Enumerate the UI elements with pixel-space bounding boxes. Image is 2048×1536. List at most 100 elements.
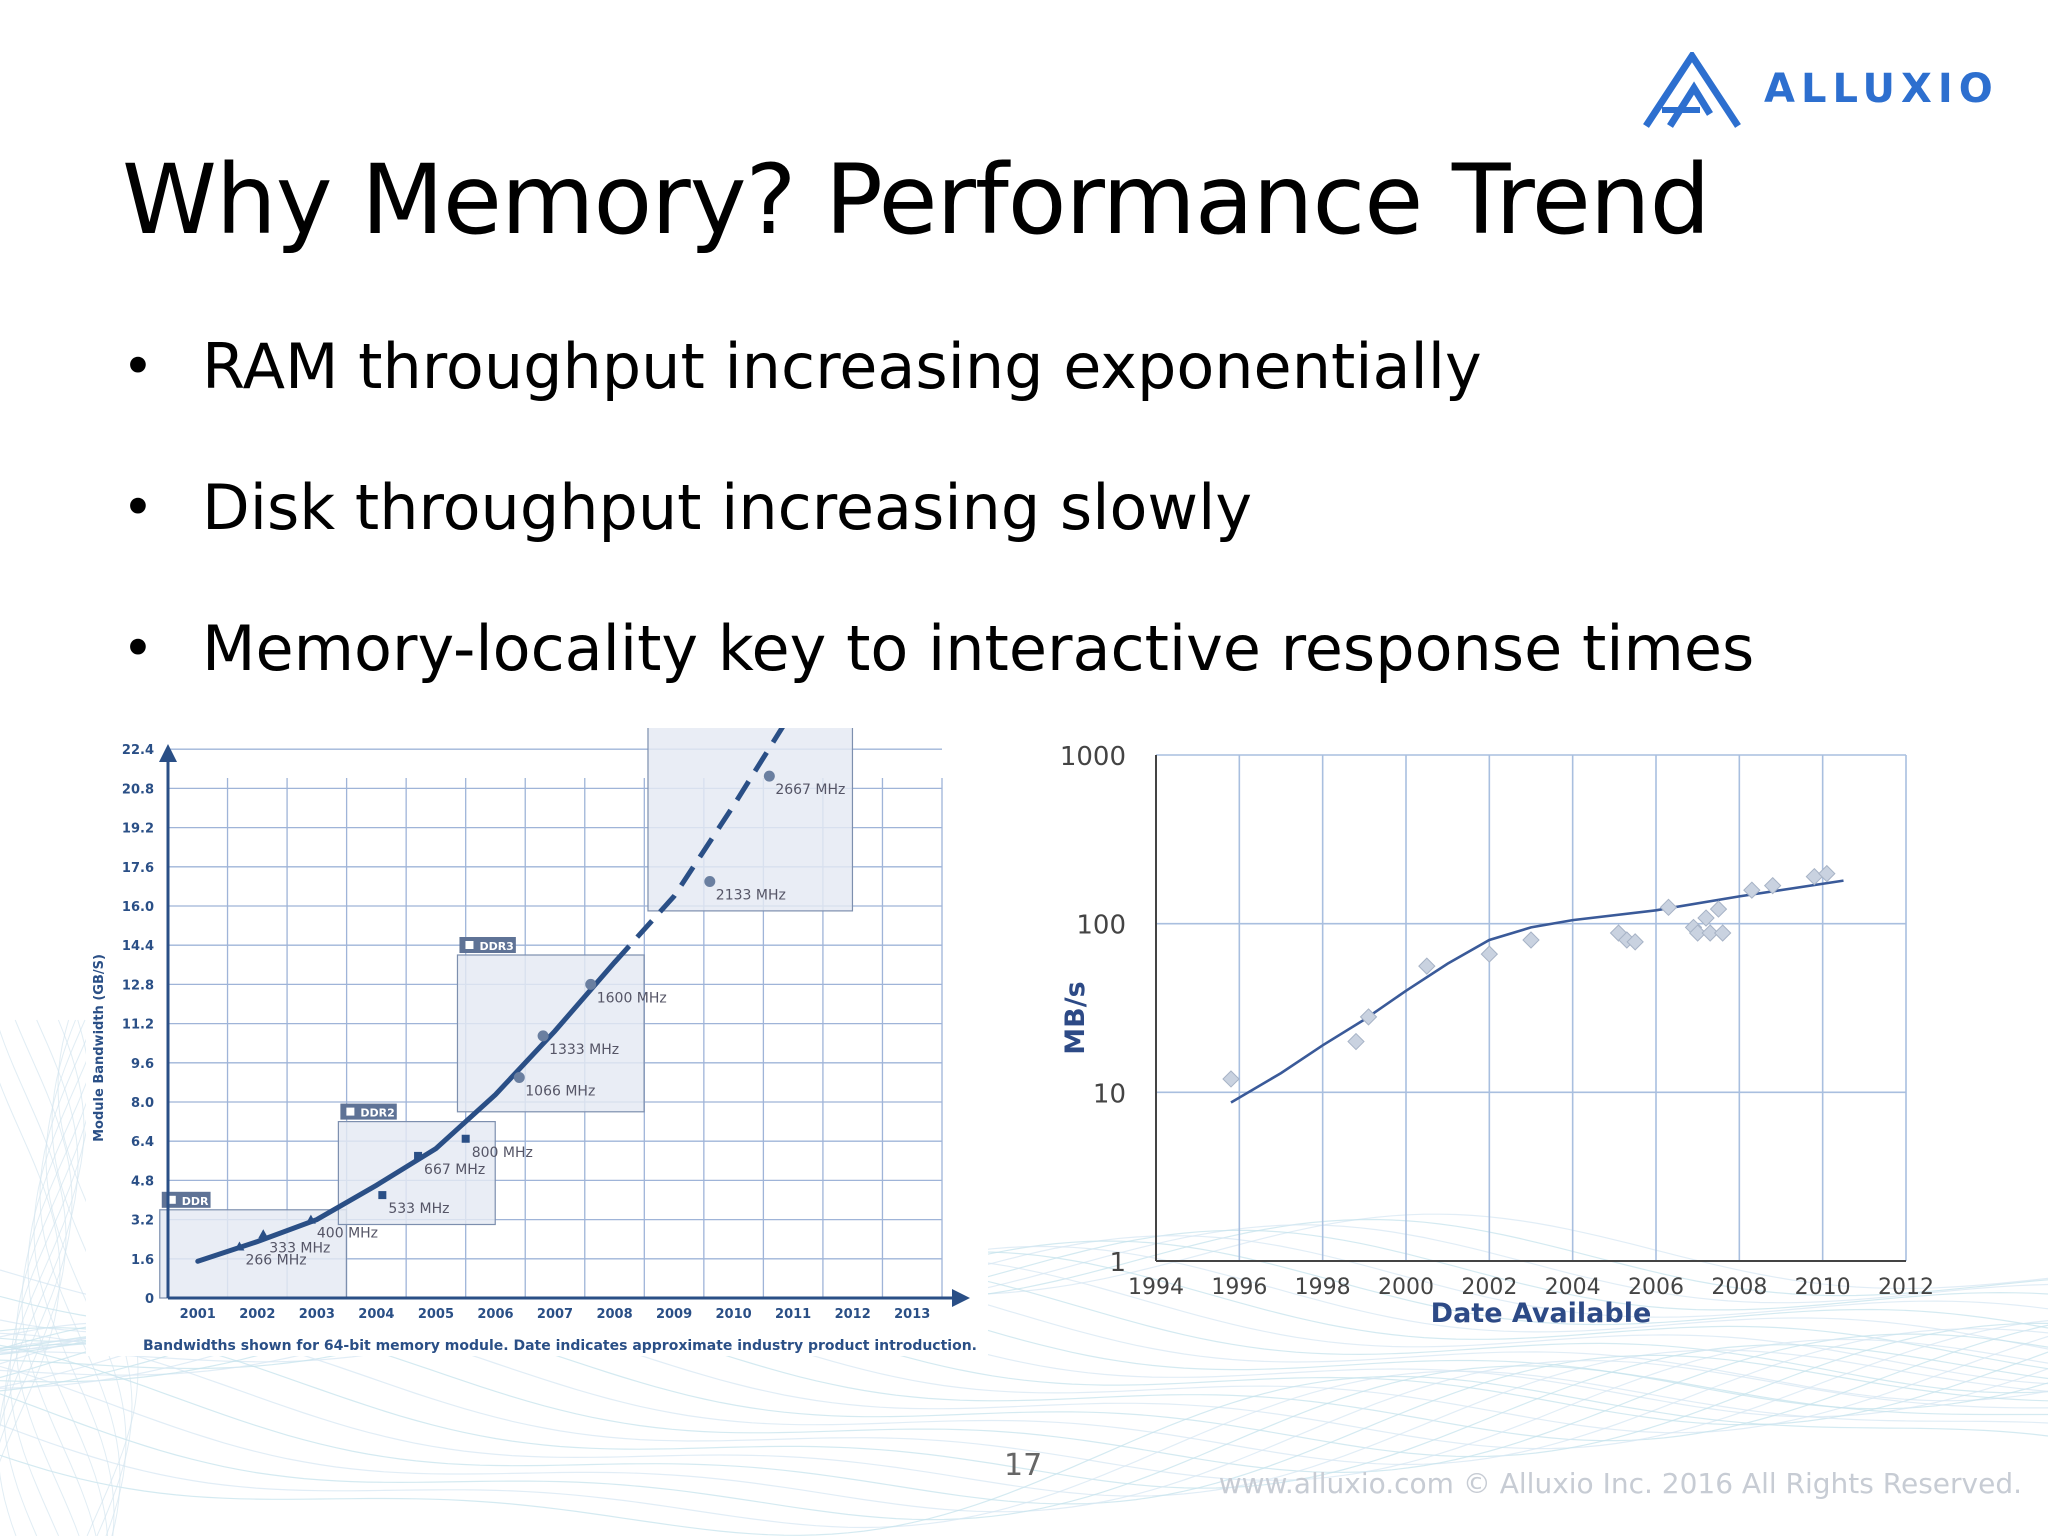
data-point xyxy=(513,1072,525,1083)
y-tick-label: 20.8 xyxy=(122,782,154,797)
y-tick-label: 1000 xyxy=(1060,742,1126,772)
x-tick-label: 2012 xyxy=(835,1307,871,1322)
data-point xyxy=(537,1030,549,1042)
x-tick-label: 2006 xyxy=(477,1307,513,1322)
x-tick-label: 2002 xyxy=(1461,1275,1517,1300)
x-tick-label: 2009 xyxy=(656,1307,692,1322)
y-tick-label: 19.2 xyxy=(122,822,154,837)
wave-line xyxy=(3,1019,85,1536)
x-tick-label: 2011 xyxy=(775,1307,811,1322)
data-point xyxy=(763,770,775,782)
generation-tag-icon xyxy=(465,941,474,949)
generation-label: DDR2 xyxy=(360,1107,394,1120)
x-axis-arrowhead xyxy=(952,1289,970,1307)
bullet-item: Disk throughput increasing slowly xyxy=(120,463,1754,604)
wave-line xyxy=(0,1370,2048,1529)
x-tick-label: 2006 xyxy=(1628,1275,1684,1300)
x-tick-label: 1996 xyxy=(1211,1275,1267,1300)
x-tick-label: 2012 xyxy=(1878,1275,1934,1300)
x-tick-label: 2002 xyxy=(239,1307,275,1322)
data-label: 266 MHz xyxy=(245,1253,306,1269)
y-tick-label: 16.0 xyxy=(122,900,154,915)
data-point xyxy=(1697,909,1715,927)
wave-line xyxy=(21,1019,103,1536)
y-axis-title: MB/s xyxy=(1060,981,1091,1054)
y-tick-label: 1 xyxy=(1109,1248,1126,1278)
y-tick-label: 12.8 xyxy=(122,978,154,993)
wave-line xyxy=(33,1019,115,1536)
generation-panel xyxy=(159,1209,347,1299)
y-axis-title: Module Bandwidth (GB/S) xyxy=(92,954,107,1142)
wave-line xyxy=(0,1029,67,1444)
y-tick-label: 14.4 xyxy=(122,939,154,954)
y-tick-label: 11.2 xyxy=(122,1018,154,1033)
data-point xyxy=(305,1214,316,1224)
data-point xyxy=(1688,924,1707,942)
data-point xyxy=(1818,864,1836,883)
data-point xyxy=(1418,957,1436,975)
wave-line xyxy=(0,1365,2048,1521)
y-tick-label: 3.2 xyxy=(131,1214,154,1229)
x-tick-label: 2001 xyxy=(180,1307,216,1322)
data-point xyxy=(461,1134,470,1143)
x-tick-label: 2008 xyxy=(1711,1275,1767,1300)
x-tick-label: 2007 xyxy=(537,1307,573,1322)
data-point xyxy=(1347,1032,1365,1051)
wave-line xyxy=(0,1344,2048,1505)
alluxio-logo-icon xyxy=(1643,49,1741,128)
data-label: 1333 MHz xyxy=(549,1042,619,1058)
x-tick-label: 2013 xyxy=(894,1307,930,1322)
data-point xyxy=(704,876,716,887)
y-tick-label: 1.6 xyxy=(131,1253,154,1268)
x-tick-label: 2010 xyxy=(1795,1275,1851,1300)
data-label: 1066 MHz xyxy=(525,1084,595,1100)
alluxio-logo: ALLUXIO xyxy=(1640,49,2010,132)
x-axis-title: Date Available xyxy=(1431,1298,1652,1329)
page-number: 17 xyxy=(1004,1448,1043,1483)
bullet-item: RAM throughput increasing exponentially xyxy=(120,322,1754,463)
copyright-notice: www.alluxio.com © Alluxio Inc. 2016 All … xyxy=(1218,1467,2022,1500)
data-label: 533 MHz xyxy=(388,1201,449,1217)
y-tick-label: 22.4 xyxy=(122,743,154,758)
data-label: 1600 MHz xyxy=(597,990,667,1006)
data-point xyxy=(1359,1008,1378,1026)
generation-tag-icon xyxy=(346,1107,355,1116)
x-tick-label: 2003 xyxy=(299,1307,335,1322)
data-point xyxy=(1805,867,1824,886)
wave-line xyxy=(0,1267,2048,1402)
wave-line xyxy=(39,1019,121,1536)
generation-tag-icon xyxy=(167,1195,176,1204)
y-tick-label: 17.6 xyxy=(122,861,154,876)
wave-line xyxy=(0,1019,73,1428)
alluxio-logo-text: ALLUXIO xyxy=(1764,66,1999,112)
x-tick-label: 2010 xyxy=(716,1307,752,1322)
data-point xyxy=(1480,945,1499,963)
x-tick-label: 2004 xyxy=(358,1307,394,1322)
data-label: 2133 MHz xyxy=(716,888,786,904)
generation-label: DDR xyxy=(182,1195,209,1208)
data-point xyxy=(258,1229,269,1239)
data-point xyxy=(378,1191,387,1200)
bullet-list: RAM throughput increasing exponentially … xyxy=(120,322,1754,745)
data-point xyxy=(1626,933,1644,951)
generation-panel xyxy=(647,728,854,912)
chart-footnote: Bandwidths shown for 64-bit memory modul… xyxy=(143,1338,977,1354)
data-label: 333 MHz xyxy=(269,1240,330,1256)
x-tick-label: 1994 xyxy=(1128,1275,1184,1300)
x-tick-label: 2000 xyxy=(1378,1275,1434,1300)
generation-tag xyxy=(459,937,516,953)
data-label: 400 MHz xyxy=(317,1226,378,1242)
x-tick-label: 2008 xyxy=(596,1307,632,1322)
data-point xyxy=(1743,881,1761,899)
data-point xyxy=(234,1241,245,1251)
y-tick-label: 10 xyxy=(1093,1079,1126,1109)
y-tick-label: 8.0 xyxy=(131,1096,154,1111)
data-point xyxy=(1713,924,1732,942)
disk-throughput-chart: 1 10 100 1000 1994 1996 1998 2000 2002 2004 2006 20… xyxy=(1060,742,1934,1329)
x-tick-label: 2005 xyxy=(418,1307,454,1322)
data-label: 800 MHz xyxy=(472,1145,533,1161)
y-tick-label: 100 xyxy=(1076,911,1126,941)
y-tick-label: 6.4 xyxy=(131,1135,154,1150)
data-point xyxy=(585,978,597,990)
